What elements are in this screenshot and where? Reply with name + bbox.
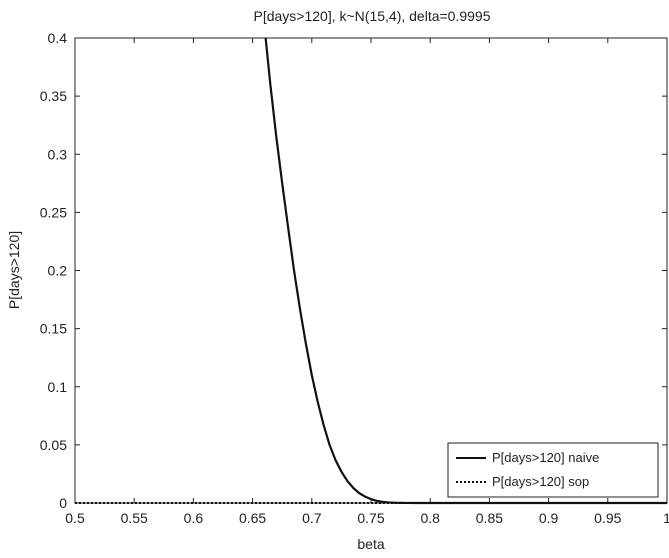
legend-label-sop: P[days>120] sop [492, 474, 589, 489]
legend-box [447, 442, 659, 498]
x-axis-label: beta [357, 536, 384, 552]
y-tick-label: 0.3 [48, 146, 68, 162]
x-tick-label: 0.85 [476, 510, 503, 526]
y-tick-label: 0.15 [40, 321, 67, 337]
y-tick-label: 0.05 [40, 437, 67, 453]
y-tick-label: 0.25 [40, 204, 67, 220]
y-tick-label: 0 [59, 495, 67, 511]
x-tick-label: 0.65 [239, 510, 266, 526]
x-tick-label: 0.7 [302, 510, 322, 526]
y-tick-label: 0.2 [48, 263, 68, 279]
y-tick-label: 0.1 [48, 379, 68, 395]
series-line-naive [264, 37, 667, 505]
legend: P[days>120] naive P[days>120] sop [447, 442, 659, 498]
series-layer [75, 37, 667, 505]
x-axis-ticks: 0.5 0.55 0.6 0.65 0.7 0.75 0.8 0.85 0.9 0.95 1 [65, 38, 669, 526]
x-tick-label: 0.8 [420, 510, 440, 526]
legend-label-naive: P[days>120] naive [492, 450, 599, 465]
x-tick-label: 0.95 [594, 510, 621, 526]
chart-title: P[days>120], k~N(15,4), delta=0.9995 [254, 8, 491, 24]
x-tick-label: 0.6 [184, 510, 204, 526]
y-tick-label: 0.35 [40, 88, 67, 104]
y-axis-ticks: 0 0.05 0.1 0.15 0.2 0.25 0.3 0.35 0.4 [40, 30, 667, 511]
y-tick-label: 0.4 [48, 30, 68, 46]
x-tick-label: 0.9 [539, 510, 559, 526]
x-tick-label: 0.5 [65, 510, 85, 526]
x-tick-label: 1 [663, 510, 669, 526]
x-tick-label: 0.75 [357, 510, 384, 526]
x-tick-label: 0.55 [121, 510, 148, 526]
y-axis-label: P[days>120] [6, 231, 22, 309]
plot-frame [74, 37, 668, 504]
